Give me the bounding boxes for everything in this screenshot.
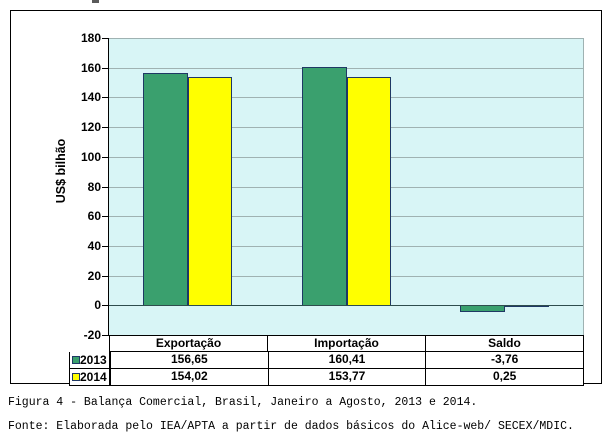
y-tick-label-40: 40 (87, 239, 101, 253)
data-cell-2013-Importação: 160,41 (267, 352, 426, 368)
data-table-header-Importação: Importação (267, 336, 425, 351)
y-tick-label-20: 20 (87, 269, 101, 283)
data-table-header-row: Exportação Importação Saldo (109, 335, 584, 352)
legend-cell-2013: 2013 (70, 352, 110, 368)
y-tick-20 (102, 276, 109, 277)
bar-2013-Saldo (460, 305, 505, 312)
y-tick-140 (102, 97, 109, 98)
bar-2014-Exportação (188, 76, 232, 307)
data-table-header-Exportação: Exportação (155, 336, 222, 350)
y-tick-label-80: 80 (87, 180, 101, 194)
y-tick-label-120: 120 (80, 120, 101, 134)
gridline-180 (109, 38, 583, 39)
data-table-row-2013: 2013 156,65 160,41 -3,76 (69, 352, 584, 369)
legend-label-2014: 2014 (80, 369, 107, 384)
y-tick-label-140: 140 (80, 90, 101, 104)
y-tick-60 (102, 216, 109, 217)
y-tick-100 (102, 157, 109, 158)
data-cell-2014-Exportação: 154,02 (110, 369, 268, 385)
y-tick--20 (102, 335, 109, 336)
y-tick-label--20: -20 (83, 328, 101, 342)
bar-2013-Exportação (143, 72, 188, 307)
y-tick-label-60: 60 (87, 209, 101, 223)
legend-key-2014-icon (72, 373, 80, 381)
y-tick-40 (102, 246, 109, 247)
y-tick-80 (102, 187, 109, 188)
data-table-header-Saldo: Saldo (425, 336, 583, 351)
figure-source: Fonte: Elaborada pelo IEA/APTA a partir … (8, 420, 574, 433)
data-cell-2013-Exportação: 156,65 (110, 352, 268, 368)
data-table-row-2014: 2014 154,02 153,77 0,25 (69, 369, 584, 386)
y-tick-label-180: 180 (80, 31, 101, 45)
chart-data-table: Exportação Importação Saldo 2013 156,65 160,… (69, 335, 584, 386)
y-tick-160 (102, 68, 109, 69)
y-tick-label-160: 160 (80, 61, 101, 75)
figure-caption: Figura 4 - Balança Comercial, Brasil, Ja… (8, 396, 478, 409)
y-tick-0 (102, 305, 109, 306)
data-cell-2013-Saldo: -3,76 (425, 352, 583, 368)
data-cell-2014-Saldo: 0,25 (425, 369, 583, 385)
bar-2013-Importação (302, 67, 347, 307)
legend-key-2013-icon (72, 356, 80, 364)
y-axis-line (108, 38, 109, 335)
y-tick-180 (102, 38, 109, 39)
y-tick-label-0: 0 (94, 298, 101, 312)
legend-label-2013: 2013 (80, 352, 107, 367)
cropped-text-artifact (92, 0, 99, 3)
y-tick-label-100: 100 (80, 150, 101, 164)
legend-cell-2014: 2014 (70, 369, 110, 385)
chart-object-frame: US$ bilhão 180 160 140 120 100 80 60 40 20 0 -20 E… (10, 10, 602, 386)
plot-area (109, 38, 584, 335)
y-tick-120 (102, 127, 109, 128)
data-cell-2014-Importação: 153,77 (267, 369, 426, 385)
zero-axis-line (109, 305, 583, 306)
bar-2014-Importação (347, 77, 391, 307)
